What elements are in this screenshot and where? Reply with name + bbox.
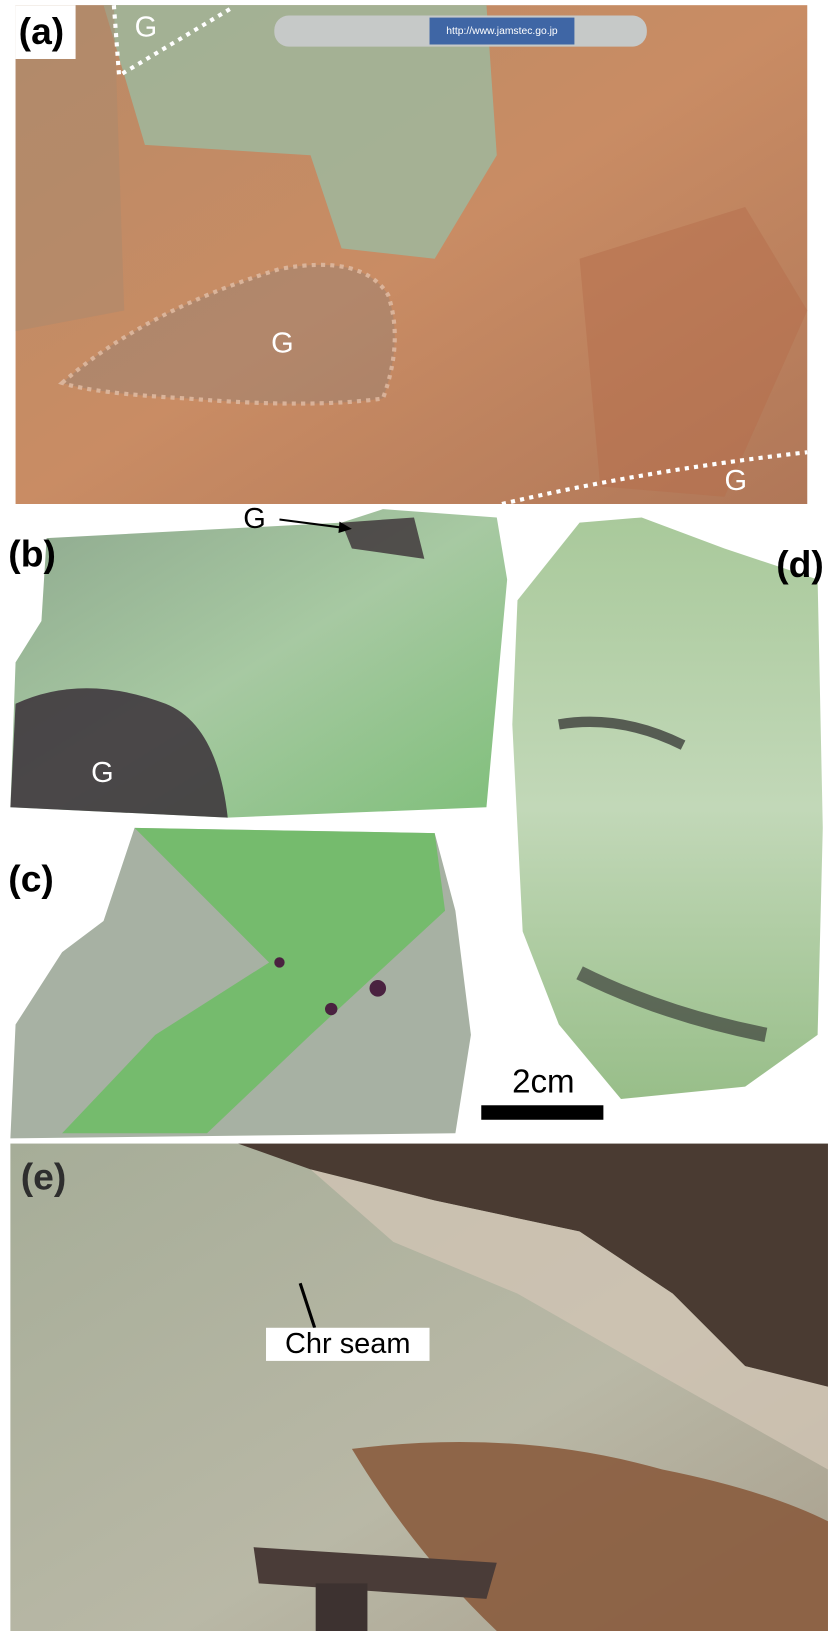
annotation: G xyxy=(91,757,114,789)
scale-label: 2cm xyxy=(512,1063,575,1100)
annotation: G xyxy=(243,503,266,535)
pen-text: http://www.jamstec.go.jp xyxy=(446,26,558,37)
panel-b: (b) G G xyxy=(8,503,507,817)
panel-a: http://www.jamstec.go.jp (a) G G G xyxy=(16,5,808,504)
scale-bar: 2cm xyxy=(481,1063,603,1119)
panel-label: (b) xyxy=(8,533,56,575)
annotation: G xyxy=(135,12,158,44)
pen: http://www.jamstec.go.jp xyxy=(274,16,647,47)
garnet xyxy=(274,957,284,967)
panel-label: (d) xyxy=(776,543,824,585)
panel-e: (e) Chr seam xyxy=(10,1144,828,1631)
hammer-handle xyxy=(316,1583,368,1631)
scale-bar-rect xyxy=(481,1105,603,1119)
panel-label: (c) xyxy=(8,858,54,900)
annotation: G xyxy=(724,465,747,497)
page: http://www.jamstec.go.jp (a) G G G (b) G… xyxy=(0,0,828,1631)
garnet xyxy=(325,1003,337,1015)
panel-d: (d) xyxy=(512,517,823,1099)
garnet xyxy=(369,980,386,997)
annotation: Chr seam xyxy=(285,1328,411,1360)
panel-label: (a) xyxy=(19,10,65,52)
panel-label: (e) xyxy=(21,1156,67,1198)
figure: http://www.jamstec.go.jp (a) G G G (b) G… xyxy=(0,0,828,1631)
annotation: G xyxy=(271,327,294,359)
panel-c: (c) xyxy=(8,828,471,1138)
